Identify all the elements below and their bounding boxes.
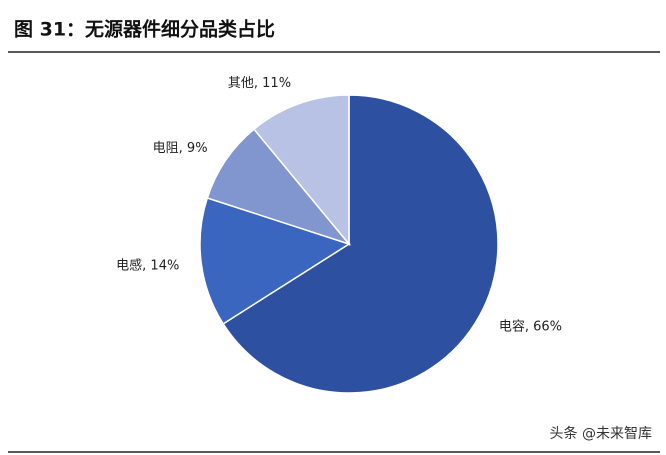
- watermark: 头条 @未来智库: [550, 425, 652, 442]
- slice-label: 电容, 66%: [499, 318, 562, 334]
- slice-value: , 66%: [525, 319, 562, 334]
- pie: 电容, 66% 电感, 14% 电阻, 9% 其他, 11%: [116, 76, 562, 394]
- slice-value: , 14%: [142, 258, 179, 273]
- slice-label: 电感, 14%: [116, 257, 179, 273]
- slice-category: 其他: [228, 76, 254, 91]
- slice-category: 电容: [499, 318, 525, 334]
- slice-label: 电阻, 9%: [153, 140, 208, 155]
- pie-slice: [199, 197, 351, 325]
- slice-category: 电感: [116, 257, 142, 273]
- pie-slice: [252, 94, 350, 247]
- slice-category: 电阻: [153, 140, 179, 155]
- slice-value: , 9%: [179, 140, 208, 155]
- slice-label: 其他, 11%: [228, 76, 291, 91]
- figure-title: 图 31：无源器件细分品类占比: [14, 18, 275, 41]
- slice-value: , 11%: [254, 76, 291, 91]
- pie-slice: [222, 94, 499, 394]
- pie-slice: [206, 128, 352, 246]
